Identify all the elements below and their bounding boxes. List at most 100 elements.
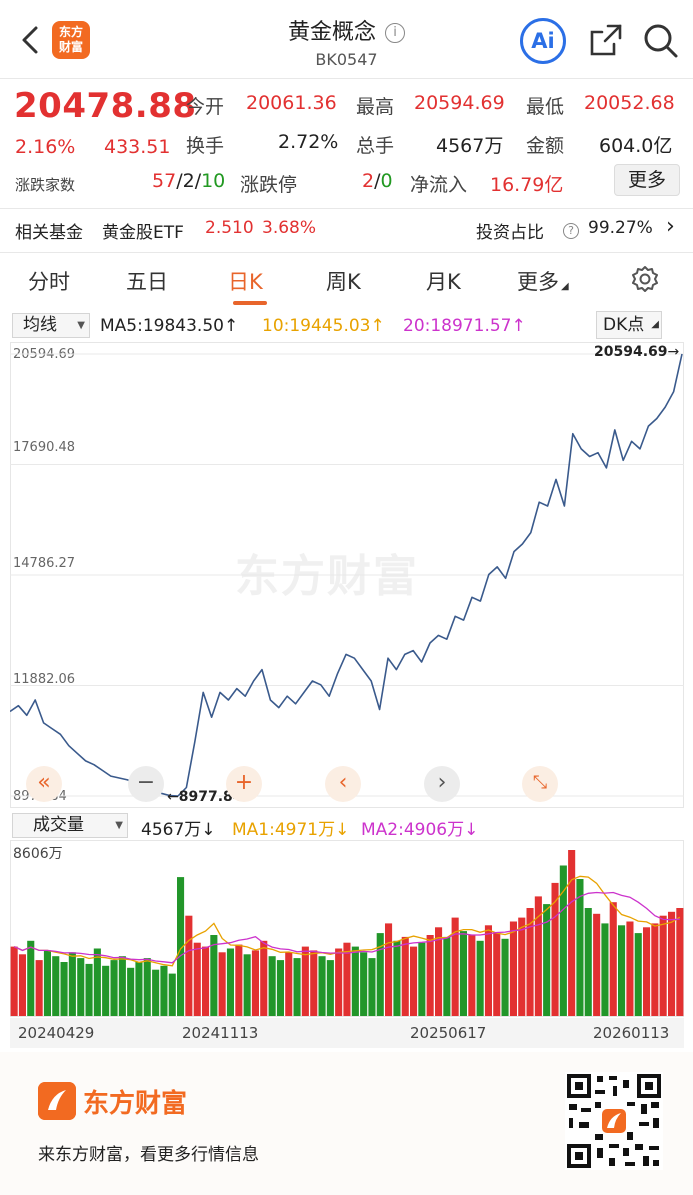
breadth-sep: / [194,170,202,192]
volume-bar [435,927,443,1016]
volume-bar [668,911,676,1016]
volume-bar [35,960,43,1016]
volume-value: 4567万 [436,135,504,157]
fund-name[interactable]: 黄金股ETF [102,223,184,243]
tab-weekly-k[interactable]: 周K [326,270,361,294]
volume-bar [443,936,451,1016]
amount-value: 604.0亿 [599,135,673,157]
high-marker-label: 20594.69→ [594,344,680,360]
search-icon[interactable] [640,20,680,60]
tab-five-day[interactable]: 五日 [126,270,168,294]
open-label: 今开 [186,96,225,118]
app-logo-icon[interactable]: 东方 财富 [52,21,90,59]
board-code: BK0547 [315,50,378,69]
dropdown-arrow-icon: ▼ [115,820,123,831]
volume-bar [559,865,567,1016]
volume-bar [143,958,151,1016]
zoom-out-button[interactable]: − [128,766,164,802]
volume-bar [543,904,551,1016]
volume-bar [268,956,276,1016]
volume-bar [177,877,185,1016]
tab-intraday[interactable]: 分时 [28,270,70,294]
volume-bar [185,915,193,1016]
watermark: 东方财富 [235,551,419,602]
volume-bar [43,950,51,1016]
ai-assistant-button[interactable]: Ai [520,18,566,64]
zoom-in-button[interactable]: + [226,766,262,802]
breadth-up: 57 [152,170,177,192]
breadth-sep: / [176,170,183,192]
dk-select[interactable]: DK点 ◢ [596,311,662,339]
x-tick-label: 20260113 [593,1024,670,1042]
volume-bar [10,946,18,1016]
fullscreen-icon[interactable]: ⤡ [522,766,558,802]
info-icon[interactable]: i [385,23,405,43]
fund-price: 2.510 [205,218,254,238]
ratio-label: 投资占比 [476,223,544,243]
board-name: 黄金概念 [287,20,376,45]
open-value: 20061.36 [246,92,337,114]
volume-ma2-line [13,891,680,964]
page-title: 黄金概念 i [0,14,693,46]
volume-chart[interactable] [10,840,684,1017]
volume-ma2: MA2:4906万↓ [361,820,479,840]
volume-bar [243,954,251,1016]
step-forward-button[interactable]: › [424,766,460,802]
tab-more[interactable]: 更多 ◢ [517,266,569,296]
back-arrow-icon[interactable] [14,22,50,58]
volume-bar [18,954,26,1016]
volume-bar [135,962,143,1016]
y-tick-label: 11882.06 [13,672,76,687]
x-tick-label: 20250617 [410,1024,487,1042]
volume-ma1-line [13,875,681,967]
footer-slogan: 来东方财富，看更多行情信息 [38,1145,259,1165]
volume-bar [68,952,76,1016]
high-value: 20594.69 [414,92,505,114]
dk-select-label: DK点 [603,315,645,335]
fund-pct: 3.68% [262,218,317,238]
volume-bar [285,952,293,1016]
low-value: 20052.68 [584,92,675,114]
volume-bar [659,915,667,1016]
volume-bar [551,882,559,1016]
volume-bar [360,952,368,1016]
step-back-button[interactable]: ‹ [325,766,361,802]
dropdown-triangle-icon: ◢ [561,281,569,292]
volume-bar [218,952,226,1016]
change-amount: 433.51 [104,136,171,158]
volume-label: 总手 [356,135,395,157]
help-icon[interactable]: ? [563,221,579,241]
x-axis-bar [10,1018,684,1048]
price-line [10,353,683,797]
fast-backward-button[interactable]: « [26,766,62,802]
limit-up: 2 [362,170,375,192]
x-tick-label: 20240429 [18,1024,95,1042]
tab-monthly-k[interactable]: 月K [426,270,461,294]
volume-bar [343,942,351,1016]
ma-select[interactable]: 均线 ▼ [12,313,90,338]
divider [0,252,693,253]
more-button[interactable]: 更多 [614,164,680,196]
footer-brand: 东方财富 [83,1089,188,1119]
amount-label: 金额 [526,135,565,157]
volume-bar [160,965,168,1016]
price-line-plot [10,353,684,797]
volume-bar [376,933,384,1016]
limit-down: 0 [380,170,393,192]
volume-bar [27,940,35,1016]
chevron-right-icon[interactable]: › [666,214,675,239]
inflow-value: 16.79亿 [490,174,564,196]
qr-code-icon[interactable] [565,1072,663,1170]
volume-bar [110,960,118,1016]
limit-sep: / [374,170,381,192]
tab-daily-k[interactable]: 日K [228,270,263,294]
volume-bar [410,946,418,1016]
gear-icon[interactable] [630,264,660,294]
share-icon[interactable] [586,20,626,60]
last-price: 20478.88 [14,86,197,126]
dropdown-arrow-icon: ▼ [77,320,85,331]
volume-current: 4567万↓ [141,820,216,840]
volume-bar [60,962,68,1016]
indicator-select[interactable]: 成交量 ▼ [12,813,128,838]
volume-bar [226,948,234,1016]
